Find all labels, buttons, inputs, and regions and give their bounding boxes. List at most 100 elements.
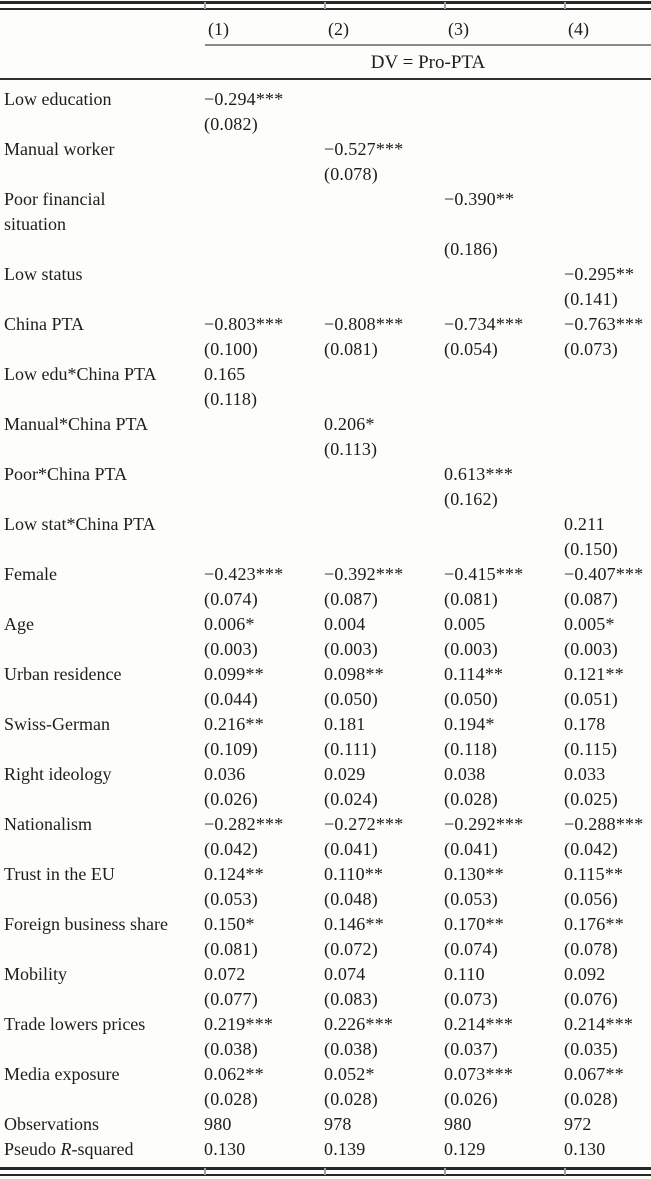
row-label bbox=[0, 487, 202, 512]
value-cell bbox=[202, 187, 322, 212]
value-cell bbox=[322, 112, 442, 137]
value-cell: 0.181 bbox=[324, 714, 366, 734]
value-cell: (0.100) bbox=[204, 339, 258, 359]
value-cell bbox=[202, 212, 322, 237]
value-cell bbox=[202, 137, 322, 162]
value-cell: 0.216** bbox=[204, 714, 264, 734]
table-line: Low status −0.295** bbox=[0, 262, 651, 287]
value-cell: (0.051) bbox=[564, 689, 618, 709]
value-cell bbox=[562, 412, 651, 437]
row-label: Nationalism bbox=[4, 814, 92, 834]
rule-tick bbox=[444, 1168, 446, 1175]
table-line: (0.077) (0.083) (0.073) (0.076) bbox=[0, 987, 651, 1012]
value-cell: (0.038) bbox=[324, 1039, 378, 1059]
value-cell: (0.186) bbox=[444, 239, 498, 259]
value-cell: 0.130 bbox=[564, 1139, 606, 1159]
value-cell bbox=[202, 462, 322, 487]
value-cell: 972 bbox=[564, 1114, 592, 1134]
value-cell: (0.081) bbox=[204, 939, 258, 959]
value-cell bbox=[322, 487, 442, 512]
value-cell: (0.003) bbox=[204, 639, 258, 659]
value-cell: 0.226*** bbox=[324, 1014, 394, 1034]
value-cell: (0.078) bbox=[324, 164, 378, 184]
column-header-row: (1) (2) (3) (4) bbox=[0, 16, 651, 42]
value-cell bbox=[322, 262, 442, 287]
value-cell bbox=[202, 412, 322, 437]
row-label: situation bbox=[4, 214, 66, 234]
value-cell: (0.081) bbox=[324, 339, 378, 359]
value-cell: 0.214*** bbox=[444, 1014, 514, 1034]
value-cell bbox=[562, 87, 651, 112]
row-label: Observations bbox=[4, 1114, 99, 1134]
table-line: (0.141) bbox=[0, 287, 651, 312]
value-cell: 0.613*** bbox=[444, 464, 514, 484]
value-cell: 0.130** bbox=[444, 864, 504, 884]
value-cell bbox=[562, 462, 651, 487]
value-cell: (0.118) bbox=[444, 739, 498, 759]
row-label: Low education bbox=[4, 89, 112, 109]
row-label: Trade lowers prices bbox=[4, 1014, 146, 1034]
value-cell: (0.044) bbox=[204, 689, 258, 709]
value-cell: 0.165 bbox=[204, 364, 246, 384]
row-label: Poor*China PTA bbox=[4, 464, 128, 484]
value-cell: (0.048) bbox=[324, 889, 378, 909]
rule-tick bbox=[204, 1168, 206, 1175]
value-cell: 0.073*** bbox=[444, 1064, 514, 1084]
table-line: (0.100) (0.081) (0.054) (0.073) bbox=[0, 337, 651, 362]
value-cell bbox=[442, 137, 562, 162]
value-cell bbox=[202, 262, 322, 287]
row-label bbox=[0, 112, 202, 137]
value-cell: 0.033 bbox=[564, 764, 606, 784]
row-label: Urban residence bbox=[4, 664, 122, 684]
table-line: (0.113) bbox=[0, 437, 651, 462]
value-cell: 0.036 bbox=[204, 764, 246, 784]
value-cell bbox=[202, 237, 322, 262]
value-cell: 0.194* bbox=[444, 714, 495, 734]
value-cell: 0.124** bbox=[204, 864, 264, 884]
table-line: (0.109) (0.111) (0.118) (0.115) bbox=[0, 737, 651, 762]
value-cell: −0.763*** bbox=[564, 314, 644, 334]
row-label bbox=[0, 837, 202, 862]
table-line: Mobility 0.072 0.074 0.110 0.092 bbox=[0, 962, 651, 987]
rule-tick bbox=[564, 1168, 566, 1175]
value-cell bbox=[442, 412, 562, 437]
value-cell: 0.115** bbox=[564, 864, 624, 884]
value-cell: −0.415*** bbox=[444, 564, 524, 584]
row-label bbox=[0, 787, 202, 812]
value-cell bbox=[562, 362, 651, 387]
row-label bbox=[0, 887, 202, 912]
table-line: Trust in the EU 0.124** 0.110** 0.130** 0.11… bbox=[0, 862, 651, 887]
value-cell bbox=[322, 362, 442, 387]
value-cell: −0.734*** bbox=[444, 314, 524, 334]
value-cell: 0.211 bbox=[564, 514, 605, 534]
value-cell: (0.072) bbox=[324, 939, 378, 959]
value-cell: (0.073) bbox=[564, 339, 618, 359]
value-cell: (0.026) bbox=[204, 789, 258, 809]
row-label bbox=[0, 737, 202, 762]
row-label bbox=[0, 1037, 202, 1062]
value-cell bbox=[322, 512, 442, 537]
row-label: Media exposure bbox=[4, 1064, 120, 1084]
value-cell: 0.052* bbox=[324, 1064, 375, 1084]
value-cell: (0.050) bbox=[324, 689, 378, 709]
row-label: Swiss-German bbox=[4, 714, 110, 734]
row-label: Right ideology bbox=[4, 764, 112, 784]
value-cell: (0.087) bbox=[564, 589, 618, 609]
value-cell: (0.028) bbox=[564, 1089, 618, 1109]
table-line: situation bbox=[0, 212, 651, 237]
table-line: Low edu*China PTA 0.165 bbox=[0, 362, 651, 387]
value-cell: 0.129 bbox=[444, 1139, 486, 1159]
row-label: Low stat*China PTA bbox=[4, 514, 156, 534]
value-cell: 0.074 bbox=[324, 964, 366, 984]
value-cell: 0.170** bbox=[444, 914, 504, 934]
value-cell: (0.113) bbox=[324, 439, 378, 459]
table-line: Nationalism −0.282*** −0.272*** −0.292*** −0… bbox=[0, 812, 651, 837]
value-cell: (0.042) bbox=[204, 839, 258, 859]
value-cell: (0.109) bbox=[204, 739, 258, 759]
table-line: Low stat*China PTA 0.211 bbox=[0, 512, 651, 537]
rule-tick bbox=[324, 2, 326, 9]
value-cell: 0.214*** bbox=[564, 1014, 634, 1034]
value-cell bbox=[442, 437, 562, 462]
value-cell bbox=[442, 162, 562, 187]
value-cell: 0.072 bbox=[204, 964, 246, 984]
